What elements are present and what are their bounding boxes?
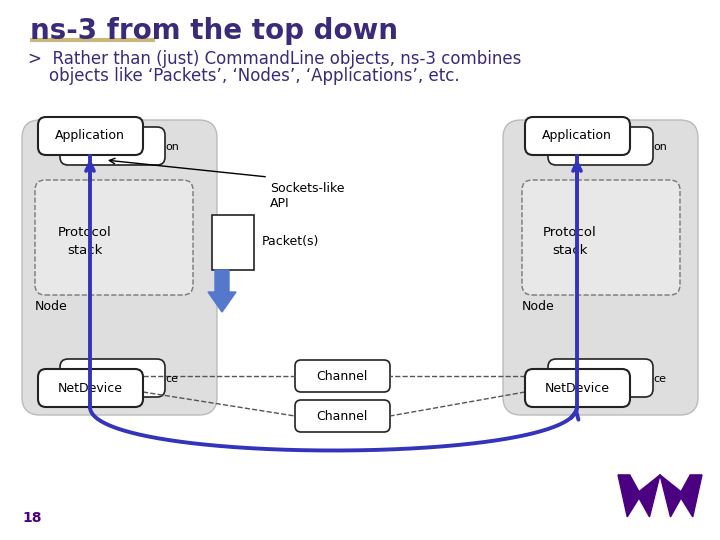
Text: ns-3 from the top down: ns-3 from the top down — [30, 17, 398, 45]
FancyBboxPatch shape — [295, 400, 390, 432]
Text: Node: Node — [522, 300, 554, 313]
FancyBboxPatch shape — [525, 369, 630, 407]
Text: stack: stack — [552, 244, 588, 256]
FancyBboxPatch shape — [503, 120, 698, 415]
Text: stack: stack — [67, 244, 103, 256]
Polygon shape — [208, 270, 236, 312]
Text: Application: Application — [55, 130, 125, 143]
Text: objects like ‘Packets’, ‘Nodes’, ‘Applications’, etc.: objects like ‘Packets’, ‘Nodes’, ‘Applic… — [28, 67, 459, 85]
FancyBboxPatch shape — [35, 180, 193, 295]
Text: Node: Node — [35, 300, 68, 313]
Text: ce: ce — [165, 374, 178, 384]
FancyBboxPatch shape — [38, 369, 143, 407]
Text: Packet(s): Packet(s) — [262, 235, 320, 248]
Text: 18: 18 — [22, 511, 42, 525]
Text: NetDevice: NetDevice — [58, 381, 122, 395]
Text: Application: Application — [542, 130, 612, 143]
Polygon shape — [618, 475, 702, 517]
Text: on: on — [165, 142, 179, 152]
Text: NetDevice: NetDevice — [544, 381, 610, 395]
Text: Protocol: Protocol — [58, 226, 112, 240]
FancyBboxPatch shape — [60, 359, 165, 397]
FancyBboxPatch shape — [38, 117, 143, 155]
Bar — [212, 215, 254, 270]
Text: on: on — [653, 142, 667, 152]
FancyBboxPatch shape — [295, 360, 390, 392]
Text: ce: ce — [653, 374, 666, 384]
FancyBboxPatch shape — [548, 127, 653, 165]
Text: >  Rather than (just) CommandLine objects, ns-3 combines: > Rather than (just) CommandLine objects… — [28, 50, 521, 68]
Text: Channel: Channel — [316, 409, 368, 422]
FancyBboxPatch shape — [22, 120, 217, 415]
FancyBboxPatch shape — [525, 117, 630, 155]
FancyBboxPatch shape — [522, 180, 680, 295]
FancyBboxPatch shape — [548, 359, 653, 397]
FancyBboxPatch shape — [60, 127, 165, 165]
Text: Channel: Channel — [316, 369, 368, 382]
Text: Protocol: Protocol — [543, 226, 597, 240]
Text: Sockets-like
API: Sockets-like API — [270, 182, 344, 210]
